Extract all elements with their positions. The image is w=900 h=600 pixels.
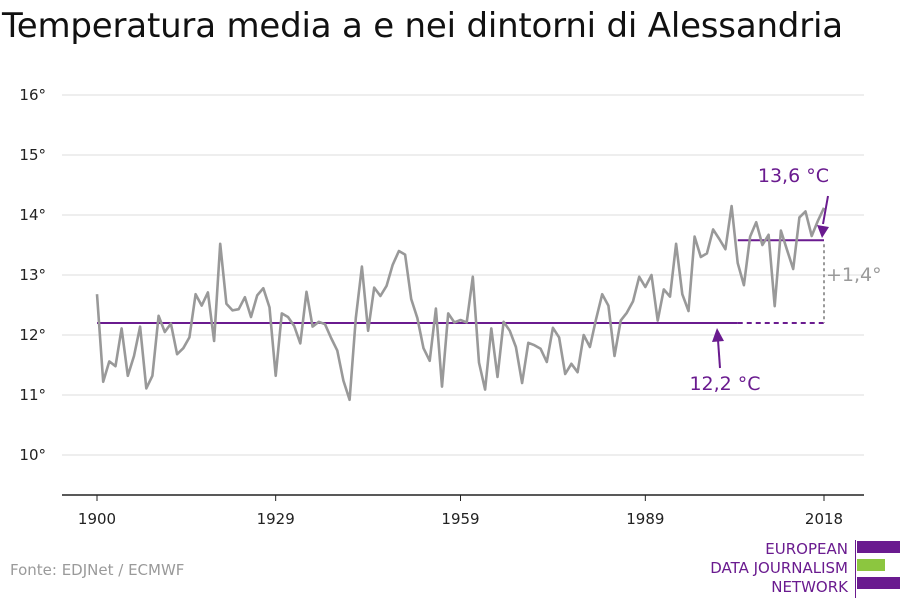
x-tick-label: 2018 xyxy=(805,510,843,528)
grid-lines xyxy=(62,94,864,456)
y-tick-label: 14° xyxy=(19,206,46,224)
logo-line-1: EUROPEAN xyxy=(765,540,848,558)
logo-line-2: DATA JOURNALISM xyxy=(710,559,848,577)
source-note: Fonte: EDJNet / ECMWF xyxy=(10,561,185,579)
baseline-average-label: 12,2 °C xyxy=(689,373,760,395)
logo-bar-bottom xyxy=(857,577,900,589)
recent-average-arrow-head xyxy=(817,225,829,238)
recent-average-arrow-stem xyxy=(822,195,829,225)
logo-line-3: NETWORK xyxy=(771,578,848,596)
x-tick-label: 1959 xyxy=(441,510,479,528)
baseline-average-arrow-head xyxy=(712,328,724,342)
reference-lines xyxy=(97,239,825,324)
x-axis: 1900 1929 1959 1989 2018 xyxy=(62,494,864,528)
chart-title: Temperatura media a e nei dintorni di Al… xyxy=(2,6,843,46)
logo-bar-middle xyxy=(857,559,885,571)
annotations: 13,6 °C 12,2 °C +1,4° xyxy=(689,165,881,395)
recent-average-label: 13,6 °C xyxy=(758,165,829,187)
y-tick-label: 16° xyxy=(19,86,46,104)
temperature-series-line xyxy=(95,204,826,402)
x-tick-label: 1989 xyxy=(626,510,664,528)
delta-label: +1,4° xyxy=(826,264,882,286)
edjnet-logo: EUROPEAN DATA JOURNALISM NETWORK xyxy=(700,538,900,600)
y-tick-label: 13° xyxy=(19,266,46,284)
y-tick-label: 15° xyxy=(19,146,46,164)
series-layer xyxy=(95,204,826,402)
y-axis: 10° 11° 12° 13° 14° 15° 16° xyxy=(19,86,46,464)
baseline-average-arrow-stem xyxy=(717,339,721,369)
logo-separator xyxy=(855,540,856,598)
x-tick-label: 1929 xyxy=(257,510,295,528)
y-tick-label: 11° xyxy=(19,386,46,404)
y-tick-label: 12° xyxy=(19,326,46,344)
logo-bar-top xyxy=(857,541,900,553)
y-tick-label: 10° xyxy=(19,446,46,464)
x-tick-label: 1900 xyxy=(78,510,116,528)
